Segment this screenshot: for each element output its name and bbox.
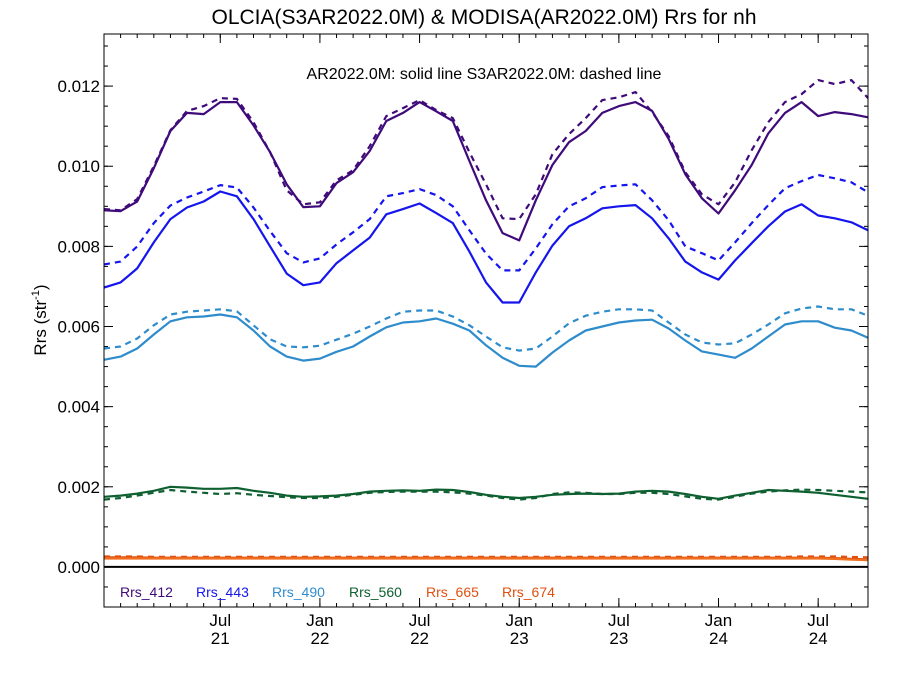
y-tick-label: 0.010 xyxy=(57,157,100,176)
x-tick-label-year: 24 xyxy=(809,629,828,648)
x-tick-label-year: 22 xyxy=(410,629,429,648)
legend-item-rrs-674: Rrs_674 xyxy=(502,584,555,600)
plot-frame xyxy=(103,33,869,608)
series-rrs-412-solid xyxy=(103,100,869,242)
x-tick-label-year: 23 xyxy=(609,629,628,648)
legend: Rrs_412 Rrs_443 Rrs_490 Rrs_560 Rrs_665 Rrs_6… xyxy=(120,584,555,600)
y-tick-label: 0.012 xyxy=(57,77,100,96)
series-rrs-560-dashed xyxy=(103,488,869,501)
x-tick-label-month: Jul xyxy=(209,611,231,630)
tick-layer xyxy=(103,34,869,608)
series-layer xyxy=(103,78,869,562)
series-rrs-490-dashed xyxy=(103,305,869,352)
x-tick-label-month: Jul xyxy=(807,611,829,630)
x-tick-label-year: 21 xyxy=(211,629,230,648)
x-tick-label-year: 24 xyxy=(709,629,728,648)
legend-item-rrs-412: Rrs_412 xyxy=(120,584,173,600)
y-axis-label-superscript: -1 xyxy=(30,290,42,300)
y-axis-label: Rrs (str-1) xyxy=(30,284,50,355)
x-tick-label-year: 22 xyxy=(310,629,329,648)
legend-item-rrs-490: Rrs_490 xyxy=(272,584,325,600)
svg-text:Rrs (str-1): Rrs (str-1) xyxy=(30,284,50,355)
y-tick-label: 0.000 xyxy=(57,558,100,577)
chart-subtitle: AR2022.0M: solid line S3AR2022.0M: dashe… xyxy=(307,66,662,83)
legend-item-rrs-560: Rrs_560 xyxy=(349,584,402,600)
y-axis-label-main: Rrs (str xyxy=(31,300,50,356)
x-tick-label-month: Jan xyxy=(306,611,333,630)
tick-label-layer: 0.0000.0020.0040.0060.0080.0100.012Jul21… xyxy=(57,77,829,648)
x-tick-label-month: Jul xyxy=(608,611,630,630)
y-tick-label: 0.004 xyxy=(57,398,100,417)
series-rrs-490-solid xyxy=(103,313,869,368)
series-rrs-443-solid xyxy=(103,190,869,304)
x-tick-label-month: Jan xyxy=(506,611,533,630)
x-tick-label-year: 23 xyxy=(510,629,529,648)
chart-title: OLCIA(S3AR2022.0M) & MODISA(AR2022.0M) R… xyxy=(211,6,756,29)
y-tick-label: 0.002 xyxy=(57,478,100,497)
series-rrs-674-solid xyxy=(104,557,869,562)
y-tick-label: 0.006 xyxy=(57,318,100,337)
series-rrs-443-dashed xyxy=(103,173,869,272)
x-tick-label-month: Jan xyxy=(705,611,732,630)
y-tick-label: 0.008 xyxy=(57,237,100,256)
legend-item-rrs-443: Rrs_443 xyxy=(196,584,249,600)
legend-item-rrs-665: Rrs_665 xyxy=(426,584,479,600)
y-axis-label-close: ) xyxy=(31,284,50,290)
x-tick-label-month: Jul xyxy=(409,611,431,630)
